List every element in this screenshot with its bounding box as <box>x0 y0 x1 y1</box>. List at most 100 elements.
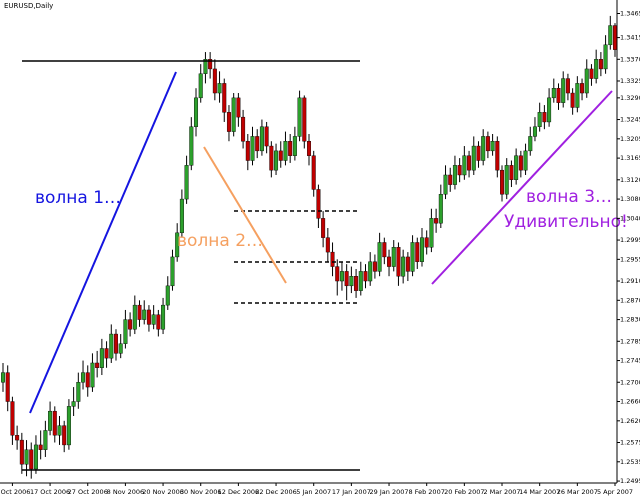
candle-body <box>495 141 500 171</box>
candle-body <box>401 256 406 277</box>
candle-body <box>269 145 274 171</box>
annotation: волна 1… <box>35 188 121 208</box>
y-tick-label: 1.3165 <box>620 154 640 162</box>
candle-body <box>118 343 123 354</box>
y-tick-label: 1.3120 <box>620 176 640 184</box>
candle-body <box>203 59 208 74</box>
y-tick-label: 1.3465 <box>620 9 640 17</box>
candle-body <box>198 73 203 99</box>
candle-body <box>321 218 326 238</box>
candle-body <box>368 261 373 282</box>
candles <box>1 15 618 479</box>
y-tick-label: 1.2495 <box>620 477 640 485</box>
candle-body <box>532 126 537 137</box>
candle-body <box>307 141 312 156</box>
candle-body <box>509 165 514 180</box>
candle-body <box>415 242 420 262</box>
candle-body <box>372 261 377 272</box>
candle-body <box>603 44 608 70</box>
candle-body <box>250 136 255 161</box>
candle-body <box>66 406 71 446</box>
candle-body <box>109 333 114 359</box>
candle-body <box>537 112 542 127</box>
candle-body <box>104 348 109 359</box>
candle-body <box>38 444 43 450</box>
candle-body <box>354 276 359 291</box>
y-tick-label: 1.2830 <box>620 316 640 324</box>
candle-body <box>52 410 57 436</box>
candle-body <box>274 150 279 171</box>
candle-body <box>471 145 476 171</box>
x-tick-label: 5 Jan 2007 <box>296 488 331 496</box>
candle-body <box>57 425 62 436</box>
candle-body <box>128 319 133 330</box>
candle-body <box>584 68 589 94</box>
candle-body <box>212 68 217 94</box>
candle-body <box>594 59 599 79</box>
candle-body <box>344 271 349 287</box>
candle-body <box>575 83 580 108</box>
y-tick-label: 1.3205 <box>620 135 640 143</box>
y-tick-label: 1.2700 <box>620 378 640 386</box>
candle-body <box>457 165 462 176</box>
annotation: волна 3… <box>526 187 612 207</box>
candle-body <box>62 425 67 446</box>
candle-body <box>481 136 486 161</box>
candle-body <box>19 439 24 465</box>
wave-line <box>431 90 613 285</box>
x-tick-label: 12 Dec 2006 <box>218 488 260 496</box>
candle-body <box>189 126 194 166</box>
candle-body <box>528 136 533 152</box>
annotation: Удивительно! <box>504 212 628 232</box>
candle-body <box>24 449 29 465</box>
candle-body <box>241 116 246 142</box>
y-tick-label: 1.2660 <box>620 398 640 406</box>
candle-body <box>500 169 505 195</box>
x-tick-label: 8 Feb 2007 <box>409 488 445 496</box>
candle-body <box>339 271 344 282</box>
candle-body <box>311 155 316 190</box>
candle-body <box>90 362 95 388</box>
x-tick-label: 20 Nov 2006 <box>142 488 184 496</box>
candle-body <box>165 285 170 306</box>
candle-body <box>76 382 81 402</box>
y-tick-label: 1.3370 <box>620 55 640 63</box>
candle-body <box>570 92 575 108</box>
y-tick-label: 1.2620 <box>620 417 640 425</box>
x-tick-label: 20 Feb 2007 <box>444 488 484 496</box>
x-tick-label: 22 Dec 2006 <box>255 488 297 496</box>
candle-body <box>542 112 547 123</box>
candle-body <box>132 304 137 330</box>
candle-body <box>194 97 199 127</box>
candle-body <box>95 362 100 368</box>
candle-body <box>151 314 156 325</box>
x-tick-label: 26 Mar 2007 <box>557 488 598 496</box>
candle-body <box>1 372 5 383</box>
candle-body <box>504 165 509 195</box>
x-tick-label: 5 Apr 2007 <box>597 488 633 496</box>
candle-body <box>580 83 585 94</box>
y-tick-label: 1.2955 <box>620 255 640 263</box>
candle-body <box>142 309 147 320</box>
candle-body <box>170 256 175 287</box>
x-tick-label: 17 Jan 2007 <box>332 488 371 496</box>
candle-body <box>547 97 552 123</box>
candle-body <box>518 155 523 171</box>
y-tick-label: 1.3040 <box>620 214 640 222</box>
candle-body <box>387 256 392 267</box>
y-tick-label: 1.3415 <box>620 34 640 42</box>
candle-body <box>514 155 519 180</box>
candle-body <box>335 266 340 282</box>
candle-body <box>396 247 401 277</box>
candle-body <box>363 271 368 282</box>
y-tick-label: 1.3325 <box>620 77 640 85</box>
candle-body <box>330 251 335 267</box>
candle-body <box>85 372 90 388</box>
y-tick-label: 1.3080 <box>620 195 640 203</box>
y-tick-label: 1.3245 <box>620 116 640 124</box>
candle-body <box>551 88 556 99</box>
candle-body <box>608 25 613 46</box>
candle-body <box>410 242 415 272</box>
candle-body <box>316 189 321 219</box>
